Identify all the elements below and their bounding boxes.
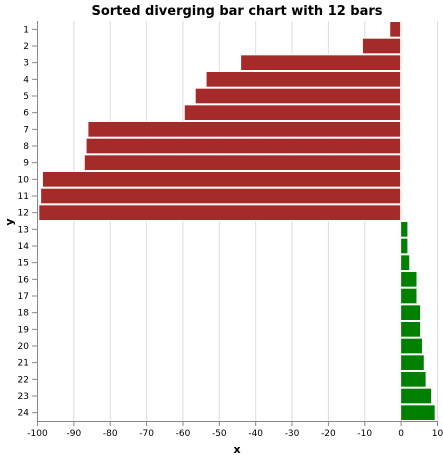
bar-19 bbox=[400, 321, 422, 338]
bar-4 bbox=[205, 71, 402, 88]
x-axis-title: x bbox=[233, 443, 240, 456]
bar-9 bbox=[83, 154, 402, 171]
x-tick-label: -100 bbox=[27, 429, 48, 439]
y-tick-label: 14 bbox=[18, 242, 30, 252]
bar-17 bbox=[400, 287, 418, 305]
bar-23 bbox=[400, 387, 433, 405]
x-tick-label: -50 bbox=[212, 429, 227, 439]
y-tick-label: 4 bbox=[23, 75, 29, 85]
y-tick-label: 9 bbox=[23, 159, 29, 169]
y-tick-label: 17 bbox=[18, 292, 29, 302]
y-tick-label: 8 bbox=[23, 142, 29, 152]
bar-20 bbox=[400, 337, 423, 355]
y-tick-label: 10 bbox=[18, 175, 30, 185]
bar-3 bbox=[240, 54, 402, 71]
y-tick-label: 6 bbox=[23, 109, 29, 119]
bar-21 bbox=[400, 354, 425, 372]
y-tick-label: 23 bbox=[18, 392, 29, 402]
bar-11 bbox=[40, 187, 402, 205]
y-tick-label: 2 bbox=[23, 42, 29, 52]
x-tick-label: 0 bbox=[398, 429, 404, 439]
bar-24 bbox=[400, 404, 436, 422]
y-tick-label: 20 bbox=[18, 342, 30, 352]
bar-1 bbox=[389, 21, 402, 38]
bars bbox=[38, 21, 436, 422]
bar-5 bbox=[194, 87, 402, 105]
x-tick-label: -70 bbox=[139, 429, 154, 439]
y-tick-label: 11 bbox=[18, 192, 29, 202]
bar-15 bbox=[400, 254, 411, 271]
x-tick-label: -20 bbox=[321, 429, 336, 439]
y-tick-label: 1 bbox=[23, 25, 29, 35]
bar-6 bbox=[183, 104, 402, 122]
bar-16 bbox=[400, 271, 418, 288]
bar-7 bbox=[87, 121, 402, 138]
bar-13 bbox=[400, 221, 409, 238]
y-tick-label: 19 bbox=[18, 325, 30, 335]
y-tick-label: 18 bbox=[18, 309, 30, 319]
y-tick-label: 21 bbox=[18, 359, 29, 369]
bar-8 bbox=[85, 137, 402, 155]
bar-22 bbox=[400, 371, 427, 388]
x-tick-label: -10 bbox=[357, 429, 372, 439]
axes: -100 -90 -80 -70 -60 -50 -40 -30 -20 -10 0 10123456… bbox=[18, 21, 443, 439]
y-tick-label: 12 bbox=[18, 209, 29, 219]
chart-title: Sorted diverging bar chart with 12 bars bbox=[91, 4, 382, 19]
bar-10 bbox=[41, 171, 402, 188]
y-tick-label: 5 bbox=[23, 92, 29, 102]
x-tick-label: 10 bbox=[432, 429, 443, 439]
x-tick-label: -80 bbox=[103, 429, 118, 439]
y-tick-label: 24 bbox=[18, 409, 30, 419]
x-tick-label: -40 bbox=[248, 429, 263, 439]
y-tick-label: 16 bbox=[18, 275, 30, 285]
bar-2 bbox=[361, 37, 402, 55]
y-tick-label: 7 bbox=[23, 125, 29, 135]
bar-12 bbox=[38, 204, 402, 221]
x-tick-label: -30 bbox=[285, 429, 300, 439]
x-tick-label: -90 bbox=[67, 429, 82, 439]
y-tick-label: 15 bbox=[18, 259, 29, 269]
y-tick-label: 3 bbox=[23, 59, 29, 69]
y-axis-title: y bbox=[3, 218, 16, 225]
y-tick-label: 13 bbox=[18, 225, 29, 235]
bar-18 bbox=[400, 304, 422, 322]
x-tick-label: -60 bbox=[176, 429, 191, 439]
y-tick-label: 22 bbox=[18, 375, 29, 385]
bar-14 bbox=[400, 237, 409, 255]
